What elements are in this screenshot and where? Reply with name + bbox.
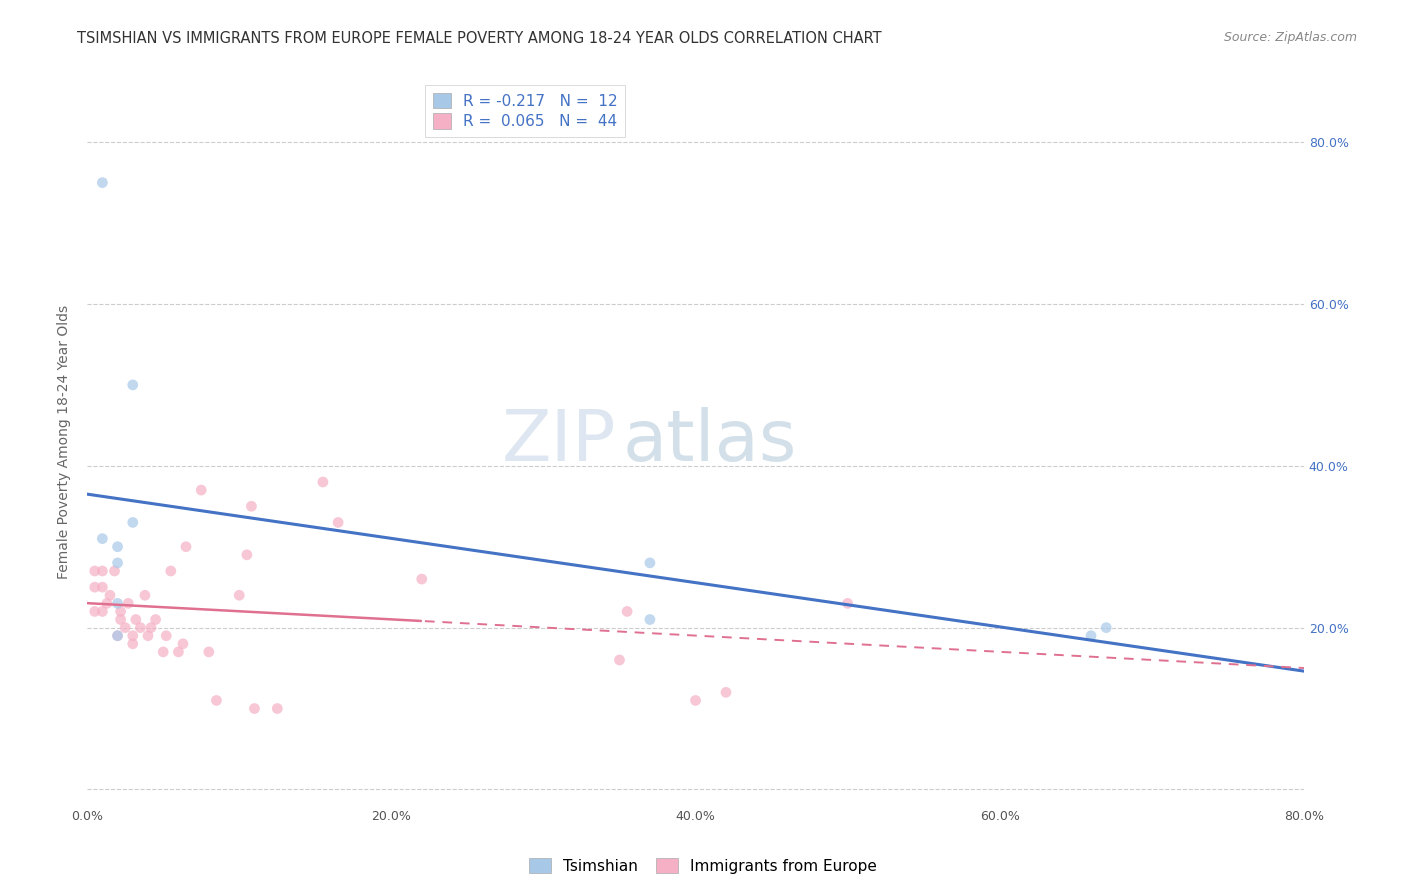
Point (117, 596, 139, 610)
Point (107, 556, 129, 570)
Point (103, 564, 125, 578)
Point (96, 596, 118, 610)
Point (685, 693, 707, 707)
Point (152, 645, 174, 659)
Point (236, 548, 259, 562)
Point (110, 613, 132, 627)
Point (145, 613, 167, 627)
Point (312, 475, 335, 489)
Point (98, 588, 121, 602)
Point (91, 564, 114, 578)
Point (134, 588, 156, 602)
Point (240, 500, 263, 514)
Point (190, 483, 212, 497)
Point (91, 176, 114, 190)
Point (139, 621, 162, 635)
Point (83, 604, 105, 618)
Point (1095, 621, 1118, 635)
Point (174, 540, 197, 554)
Point (616, 604, 638, 618)
Point (107, 596, 129, 610)
Point (155, 629, 177, 643)
Point (228, 588, 250, 602)
Point (638, 613, 661, 627)
Point (121, 637, 143, 651)
Point (121, 516, 143, 530)
Point (91, 532, 114, 546)
Point (159, 564, 181, 578)
Point (136, 629, 159, 643)
Point (107, 629, 129, 643)
Text: TSIMSHIAN VS IMMIGRANTS FROM EUROPE FEMALE POVERTY AMONG 18-24 YEAR OLDS CORRELA: TSIMSHIAN VS IMMIGRANTS FROM EUROPE FEMA… (77, 31, 882, 46)
Point (609, 653, 631, 667)
Point (205, 693, 228, 707)
Point (1080, 629, 1102, 643)
Point (266, 701, 288, 715)
Point (326, 516, 349, 530)
Point (198, 645, 221, 659)
Point (121, 377, 143, 392)
Point (91, 604, 114, 618)
Point (83, 564, 105, 578)
Point (167, 645, 190, 659)
Point (638, 556, 661, 570)
Point (837, 596, 859, 610)
Point (129, 621, 152, 635)
Point (83, 580, 105, 594)
Point (110, 604, 132, 618)
Point (121, 629, 143, 643)
Point (243, 701, 266, 715)
Point (107, 629, 129, 643)
Text: Source: ZipAtlas.com: Source: ZipAtlas.com (1223, 31, 1357, 45)
Text: atlas: atlas (623, 407, 797, 476)
Point (107, 540, 129, 554)
Point (411, 572, 433, 586)
Point (114, 621, 136, 635)
Text: ZIP: ZIP (502, 407, 616, 476)
Y-axis label: Female Poverty Among 18-24 Year Olds: Female Poverty Among 18-24 Year Olds (58, 304, 72, 579)
Legend: R = -0.217   N =  12, R =  0.065   N =  44: R = -0.217 N = 12, R = 0.065 N = 44 (425, 85, 626, 136)
Point (172, 637, 194, 651)
Legend: Tsimshian, Immigrants from Europe: Tsimshian, Immigrants from Europe (523, 852, 883, 880)
Point (125, 613, 148, 627)
Point (91, 580, 114, 594)
Point (714, 685, 737, 699)
